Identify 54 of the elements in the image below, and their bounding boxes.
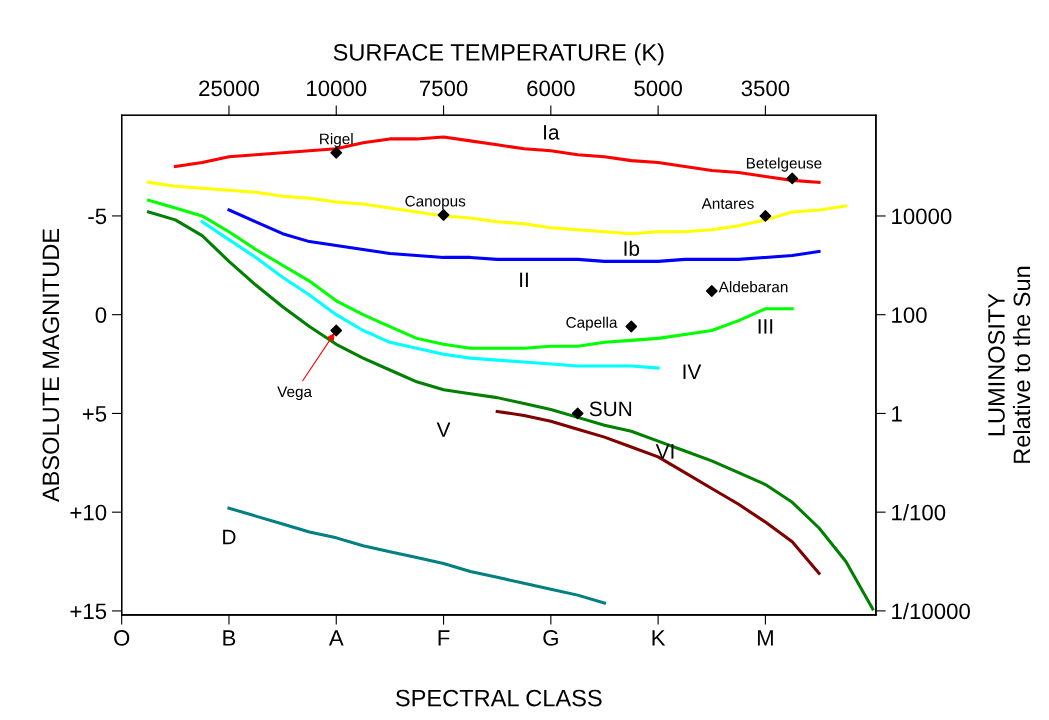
series-label: IV — [683, 364, 702, 379]
data-label: Canopus — [405, 195, 466, 210]
y-axis-title: ABSOLUTE MAGNITUDE — [42, 228, 60, 503]
data-label: Vega — [277, 386, 313, 401]
text: 5000 — [634, 80, 682, 97]
y-tick-label: 0 — [95, 307, 107, 323]
y2-tick-label: 1/100 — [892, 504, 946, 521]
data-label: Antares — [701, 198, 754, 209]
y-tick-label: +15 — [70, 603, 107, 620]
x-axis-title: SPECTRAL CLASS — [396, 689, 602, 707]
y-tick-label: -5 — [88, 208, 107, 225]
data-label: Betelgeuse — [746, 157, 822, 172]
series-label: II — [520, 272, 528, 287]
text: 3500 — [741, 80, 790, 97]
point — [705, 285, 718, 297]
text: 10000 — [307, 80, 367, 97]
series-label: VI — [655, 444, 674, 459]
point — [437, 209, 450, 221]
series-label: D — [223, 529, 236, 545]
y2-axis-title: LUMINOSITY Relative to the Sun — [988, 266, 1031, 463]
data-label: Capella — [566, 316, 618, 331]
point — [330, 324, 343, 337]
x-tick-label: B — [223, 630, 236, 646]
point — [786, 172, 799, 185]
line-series — [146, 210, 875, 611]
data-label: Aldebaran — [718, 281, 788, 293]
y2-tick-label: 1 — [892, 406, 902, 422]
x-tick-label: F — [438, 630, 450, 646]
text: 7500 — [419, 80, 468, 97]
x-tick-label: A — [328, 630, 344, 646]
series-label: Ib — [624, 240, 640, 256]
x-tick-label: O — [114, 630, 130, 646]
y-tick-label: +5 — [82, 406, 107, 422]
x-tick-label: G — [543, 630, 558, 646]
series-label: Ia — [544, 125, 560, 140]
series-label: V — [436, 422, 451, 437]
x-tick-label: K — [652, 630, 666, 646]
point — [759, 210, 772, 222]
point — [625, 320, 638, 333]
point — [571, 407, 584, 420]
line-series — [227, 208, 821, 263]
series-label: III — [758, 319, 773, 334]
y-tick-label: +10 — [70, 504, 107, 521]
x-tick-label: M — [757, 630, 773, 646]
data-label: SUN — [589, 401, 632, 417]
x2-axis-title: SURFACE TEMPERATURE (K) — [333, 43, 664, 66]
data-label: Rigel — [320, 133, 353, 148]
text: 6000 — [527, 80, 575, 97]
line-series — [200, 220, 660, 370]
y2-tick-label: 10000 — [892, 208, 952, 225]
y2-tick-label: 100 — [892, 307, 927, 323]
y2-tick-label: 1/10000 — [892, 602, 970, 620]
line-series — [146, 180, 848, 236]
text: 25000 — [199, 80, 259, 97]
